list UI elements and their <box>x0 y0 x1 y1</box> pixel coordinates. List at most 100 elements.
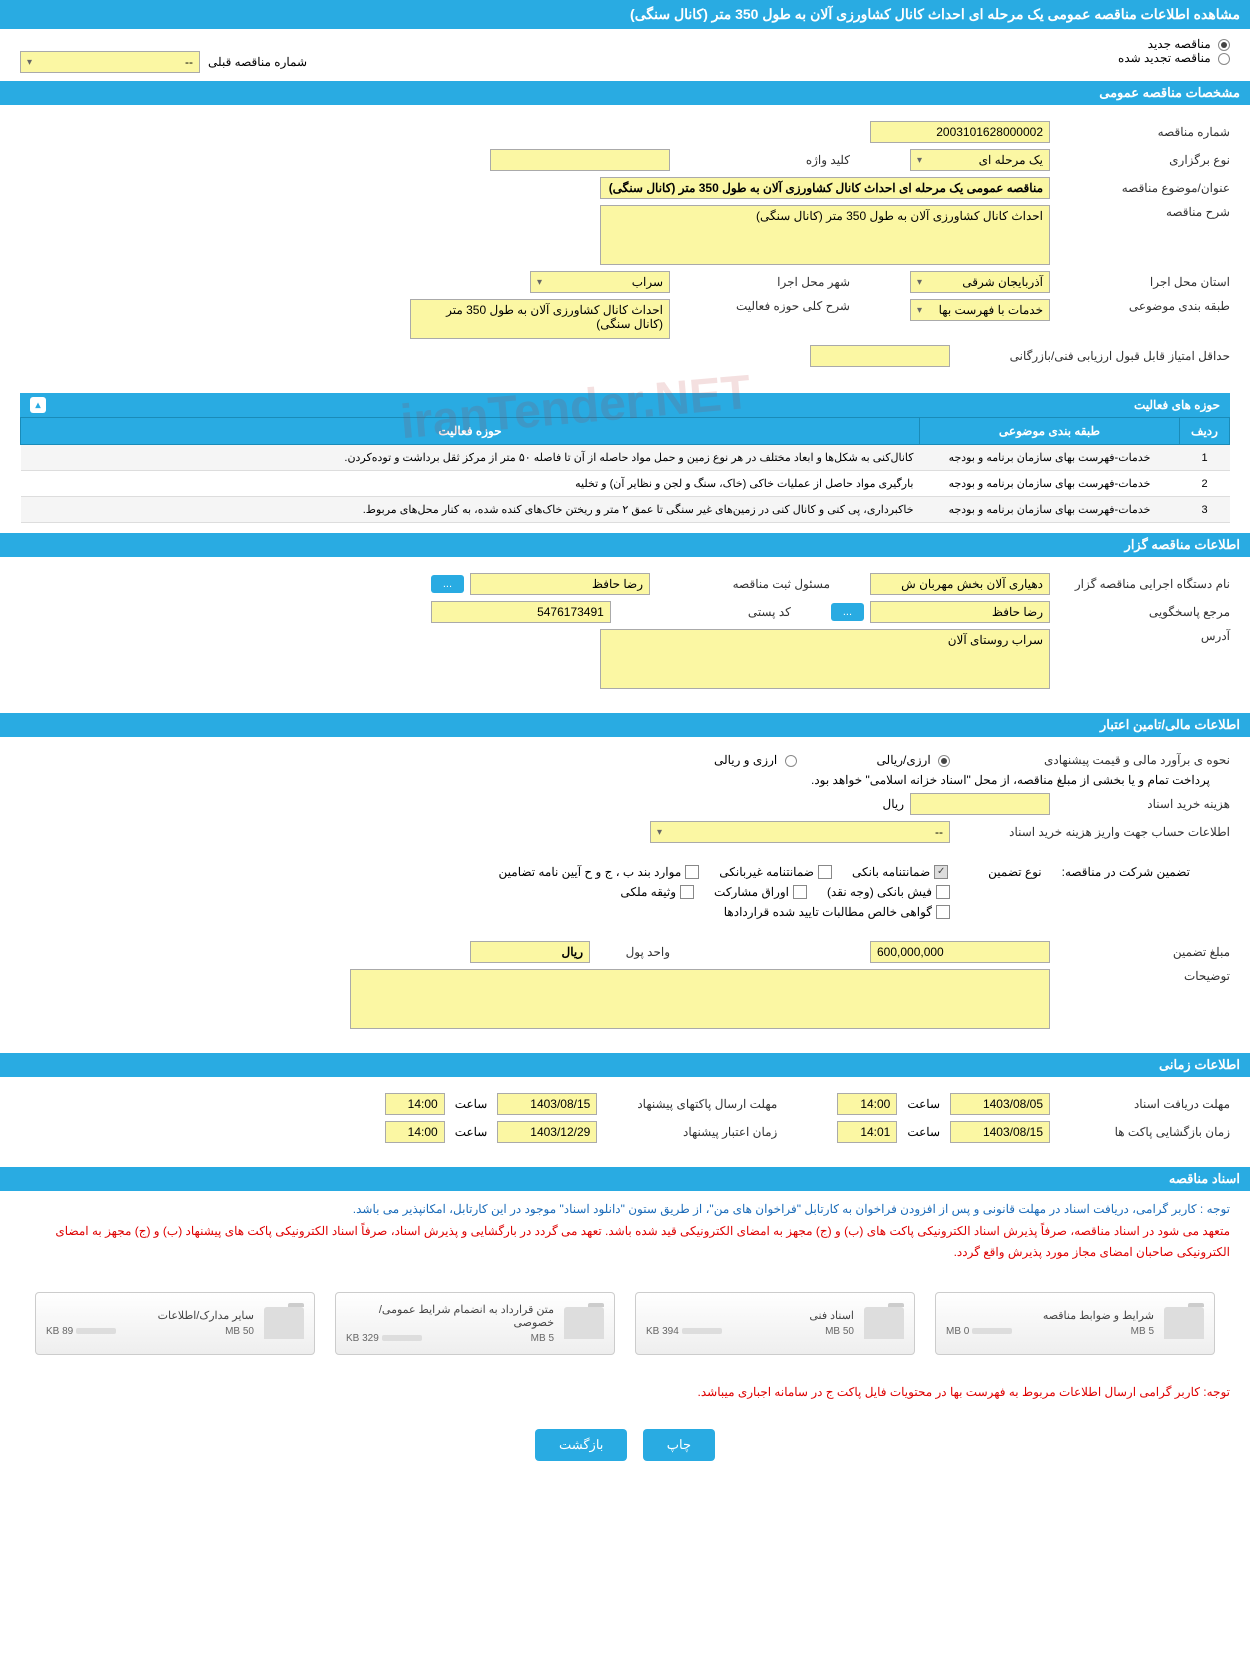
checkbox-icon <box>685 865 699 879</box>
cell-n: 1 <box>1180 445 1230 471</box>
doc-card[interactable]: متن قرارداد به انضمام شرایط عمومی/خصوصی … <box>335 1292 615 1355</box>
open-date[interactable]: 1403/08/15 <box>950 1121 1050 1143</box>
print-button[interactable]: چاپ <box>643 1429 715 1461</box>
g-bank-label: ضمانتنامه بانکی <box>852 865 930 879</box>
keyword-field[interactable] <box>490 149 670 171</box>
org-label: نام دستگاه اجرایی مناقصه گزار <box>1050 577 1230 591</box>
checkbox-icon <box>936 905 950 919</box>
chevron-down-icon: ▾ <box>917 155 922 166</box>
send-time[interactable]: 14:00 <box>385 1093 445 1115</box>
cost-field[interactable] <box>910 793 1050 815</box>
class-value: خدمات با فهرست بها <box>939 303 1043 317</box>
cost-label: هزینه خرید اسناد <box>1050 797 1230 811</box>
table-row: 1خدمات-فهرست بهای سازمان برنامه و بودجهک… <box>21 445 1230 471</box>
g-stock-label: اوراق مشارکت <box>714 885 789 899</box>
g-cert[interactable]: گواهی خالص مطالبات تایید شده قراردادها <box>724 905 950 919</box>
guarantee-type-label: نوع تضمین <box>988 865 1041 879</box>
send-label: مهلت ارسال پاکتهای پیشنهاد <box>597 1097 777 1111</box>
cell-class: خدمات-فهرست بهای سازمان برنامه و بودجه <box>920 445 1180 471</box>
g-bonds-label: موارد بند ب ، ج و ح آیین نامه تضامین <box>499 865 682 879</box>
reg-more-button[interactable]: ... <box>431 575 464 593</box>
account-value: -- <box>935 825 943 839</box>
reg-field: رضا حافظ <box>470 573 650 595</box>
doc-title: سایر مدارک/اطلاعات <box>46 1309 254 1322</box>
est-label: نحوه ی برآورد مالی و قیمت پیشنهادی <box>950 753 1230 767</box>
tender-no-field: 2003101628000002 <box>870 121 1050 143</box>
doc-card[interactable]: اسناد فنی 50 MB 394 KB <box>635 1292 915 1355</box>
table-row: 3خدمات-فهرست بهای سازمان برنامه و بودجهخ… <box>21 497 1230 523</box>
post-field: 5476173491 <box>431 601 611 623</box>
doc-card[interactable]: شرایط و ضوابط مناقصه 5 MB 0 MB <box>935 1292 1215 1355</box>
class-label: طبقه بندی موضوعی <box>1050 299 1230 313</box>
folder-icon <box>564 1307 604 1339</box>
amount-field[interactable]: 600,000,000 <box>870 941 1050 963</box>
radio-renewed-tender[interactable]: مناقصه تجدید شده <box>1118 51 1230 65</box>
doc-size: 0 MB <box>946 1326 969 1337</box>
prev-tender-select[interactable]: -- ▾ <box>20 51 200 73</box>
checkbox-icon <box>818 865 832 879</box>
doc-card[interactable]: سایر مدارک/اطلاعات 50 MB 89 KB <box>35 1292 315 1355</box>
city-label: شهر محل اجرا <box>670 275 850 289</box>
chevron-down-icon: ▾ <box>917 305 922 316</box>
scope-field[interactable]: احداث کانال کشاورزی آلان به طول 350 متر … <box>410 299 670 339</box>
activities-table: ردیف طبقه بندی موضوعی حوزه فعالیت 1خدمات… <box>20 417 1230 523</box>
g-fish[interactable]: فیش بانکی (وجه نقد) <box>827 885 950 899</box>
send-date[interactable]: 1403/08/15 <box>497 1093 597 1115</box>
checkbox-icon <box>936 885 950 899</box>
desc-label: شرح مناقصه <box>1050 205 1230 219</box>
checkbox-icon <box>680 885 694 899</box>
province-select[interactable]: آذربایجان شرقی ▾ <box>910 271 1050 293</box>
g-bank[interactable]: ضمانتنامه بانکی <box>852 865 948 879</box>
recv-time[interactable]: 14:00 <box>837 1093 897 1115</box>
doc-size: 89 KB <box>46 1326 73 1337</box>
radio-both[interactable]: ارزی و ریالی <box>714 753 797 767</box>
g-nonbank[interactable]: ضمانتنامه غیربانکی <box>719 865 832 879</box>
doc-title: شرایط و ضوابط مناقصه <box>946 1309 1154 1322</box>
radio-renewed-label: مناقصه تجدید شده <box>1118 51 1211 65</box>
min-score-label: حداقل امتیاز قابل قبول ارزیابی فنی/بازرگ… <box>950 349 1230 363</box>
chevron-down-icon: ▾ <box>27 57 32 68</box>
radio-new-tender[interactable]: مناقصه جدید <box>1148 37 1230 51</box>
section-financial-header: اطلاعات مالی/تامین اعتبار <box>0 713 1250 737</box>
doc-size: 394 KB <box>646 1326 679 1337</box>
radio-rial-label: ارزی/ریالی <box>877 753 931 767</box>
resp-more-button[interactable]: ... <box>831 603 864 621</box>
valid-date[interactable]: 1403/12/29 <box>497 1121 597 1143</box>
open-time[interactable]: 14:01 <box>837 1121 897 1143</box>
progress-bar <box>972 1328 1012 1334</box>
valid-time[interactable]: 14:00 <box>385 1121 445 1143</box>
radio-dot-icon <box>1218 39 1230 51</box>
doc-max: 50 MB <box>225 1326 254 1337</box>
section-general-header: مشخصات مناقصه عمومی <box>0 81 1250 105</box>
checkbox-icon <box>793 885 807 899</box>
account-label: اطلاعات حساب جهت واریز هزینه خرید اسناد <box>950 825 1230 839</box>
cell-scope: بارگیری مواد حاصل از عملیات خاکی (خاک، س… <box>21 471 920 497</box>
checkbox-icon <box>934 865 948 879</box>
cell-class: خدمات-فهرست بهای سازمان برنامه و بودجه <box>920 471 1180 497</box>
class-select[interactable]: خدمات با فهرست بها ▾ <box>910 299 1050 321</box>
min-score-field[interactable] <box>810 345 950 367</box>
account-select[interactable]: -- ▾ <box>650 821 950 843</box>
province-label: استان محل اجرا <box>1050 275 1230 289</box>
doc-size: 329 KB <box>346 1333 379 1344</box>
g-stock[interactable]: اوراق مشارکت <box>714 885 807 899</box>
doc-max: 5 MB <box>531 1333 554 1344</box>
radio-rial[interactable]: ارزی/ریالی <box>877 753 950 767</box>
section-docs-header: اسناد مناقصه <box>0 1167 1250 1191</box>
g-deed[interactable]: وثیقه ملکی <box>620 885 694 899</box>
addr-field[interactable]: سراب روستای آلان <box>600 629 1050 689</box>
recv-date[interactable]: 1403/08/05 <box>950 1093 1050 1115</box>
resp-field: رضا حافظ <box>870 601 1050 623</box>
g-bonds[interactable]: موارد بند ب ، ج و ح آیین نامه تضامین <box>499 865 700 879</box>
city-select[interactable]: سراب ▾ <box>530 271 670 293</box>
back-button[interactable]: بازگشت <box>535 1429 627 1461</box>
docs-notice-title: توجه : کاربر گرامی، دریافت اسناد در مهلت… <box>353 1202 1230 1216</box>
type-select[interactable]: یک مرحله ای ▾ <box>910 149 1050 171</box>
col-class: طبقه بندی موضوعی <box>920 418 1180 445</box>
col-row: ردیف <box>1180 418 1230 445</box>
radio-both-label: ارزی و ریالی <box>714 753 777 767</box>
collapse-button[interactable]: ▴ <box>30 397 46 413</box>
docs-footer-note: توجه: کاربر گرامی ارسال اطلاعات مربوط به… <box>0 1375 1250 1409</box>
notes-field[interactable] <box>350 969 1050 1029</box>
desc-field[interactable]: احداث کانال کشاورزی آلان به طول 350 متر … <box>600 205 1050 265</box>
